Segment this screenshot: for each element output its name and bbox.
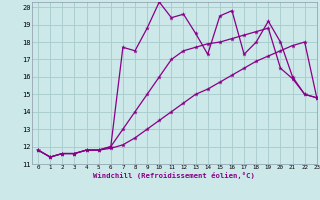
- X-axis label: Windchill (Refroidissement éolien,°C): Windchill (Refroidissement éolien,°C): [93, 172, 255, 179]
